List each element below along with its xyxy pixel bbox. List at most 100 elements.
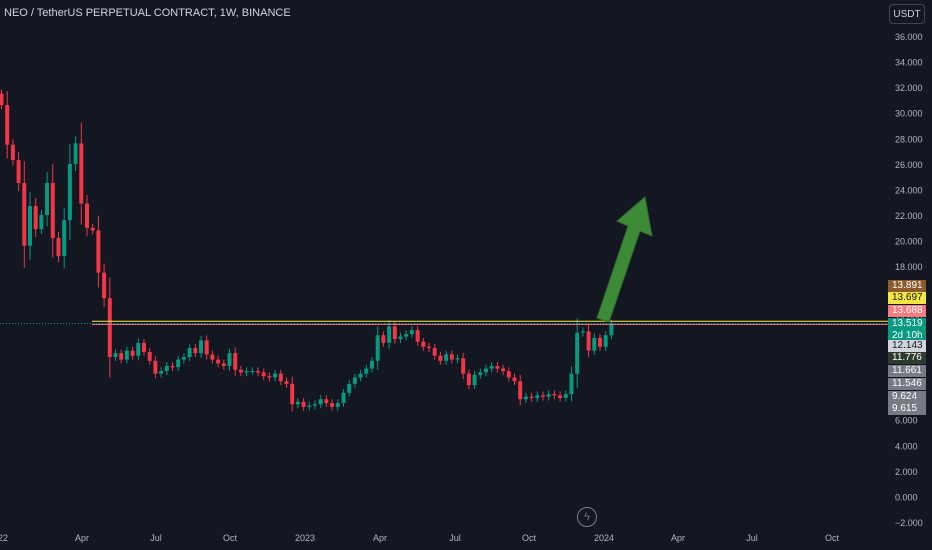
y-tick-label: 18.000 bbox=[895, 262, 923, 272]
x-tick-label: Jul bbox=[746, 533, 758, 543]
candle bbox=[210, 354, 215, 360]
price-tag-value: 11.661 bbox=[892, 365, 922, 376]
candle bbox=[10, 144, 15, 161]
candle bbox=[603, 335, 608, 347]
candle bbox=[449, 354, 454, 360]
candle bbox=[204, 340, 209, 355]
y-tick-label: 32.000 bbox=[895, 83, 923, 93]
candle bbox=[489, 365, 494, 369]
chart-title: NEO / TetherUS PERPETUAL CONTRACT, 1W, B… bbox=[4, 7, 291, 19]
candle bbox=[347, 383, 352, 393]
price-tag-value: 13.688 bbox=[892, 305, 923, 316]
candle bbox=[318, 399, 323, 405]
candle bbox=[341, 392, 346, 404]
y-tick-label: 22.000 bbox=[895, 211, 923, 221]
candle bbox=[45, 183, 50, 216]
candle bbox=[546, 394, 551, 397]
candle bbox=[364, 368, 369, 374]
x-tick-label: Jul bbox=[150, 533, 162, 543]
trend-arrow bbox=[596, 196, 653, 323]
candle bbox=[267, 376, 272, 378]
candle bbox=[39, 215, 44, 230]
candle bbox=[472, 374, 477, 386]
candle bbox=[273, 373, 278, 378]
candle bbox=[142, 342, 146, 352]
candle bbox=[518, 381, 523, 400]
candle bbox=[592, 337, 597, 351]
candle bbox=[56, 238, 61, 256]
candle bbox=[16, 160, 21, 184]
candle bbox=[147, 351, 152, 361]
candle bbox=[284, 381, 289, 384]
candle bbox=[461, 358, 466, 374]
candle bbox=[512, 377, 517, 382]
candle bbox=[96, 230, 101, 273]
candle bbox=[233, 353, 238, 370]
candle bbox=[170, 365, 175, 368]
candle bbox=[33, 206, 38, 230]
candle bbox=[455, 358, 460, 360]
candle bbox=[256, 371, 260, 373]
candle bbox=[541, 395, 545, 397]
currency-button[interactable]: USDT bbox=[889, 4, 925, 24]
candle bbox=[478, 372, 483, 375]
candle bbox=[290, 383, 295, 405]
candle bbox=[558, 395, 563, 398]
price-tag: 11.776 bbox=[888, 352, 926, 364]
candle bbox=[22, 183, 27, 246]
price-tag: 13.891 bbox=[888, 280, 926, 292]
price-tag-value: 13.519 bbox=[892, 318, 923, 329]
candle bbox=[67, 163, 72, 221]
candle bbox=[415, 330, 420, 342]
candle bbox=[261, 372, 266, 377]
candle bbox=[598, 337, 602, 347]
candle bbox=[392, 326, 397, 340]
y-tick-label: 26.000 bbox=[895, 160, 923, 170]
y-tick-label: 0.000 bbox=[895, 492, 918, 502]
candle bbox=[164, 365, 169, 372]
price-tag: 12.143 bbox=[888, 340, 926, 352]
candle bbox=[187, 348, 192, 358]
candle bbox=[193, 348, 198, 354]
y-tick-label: −2.000 bbox=[895, 518, 923, 528]
candle bbox=[330, 403, 335, 407]
candle bbox=[324, 399, 329, 404]
x-tick-label: Apr bbox=[373, 533, 387, 543]
y-tick-label: 6.000 bbox=[895, 416, 918, 426]
candles bbox=[0, 89, 614, 412]
candle bbox=[409, 330, 414, 334]
candle bbox=[227, 353, 232, 366]
candle bbox=[5, 105, 10, 145]
candle bbox=[73, 143, 78, 164]
candle bbox=[85, 203, 89, 228]
x-tick-label: Oct bbox=[825, 533, 840, 543]
x-tick-label: Jul bbox=[449, 533, 461, 543]
candle bbox=[358, 373, 363, 378]
candle bbox=[387, 326, 392, 343]
candle bbox=[580, 331, 585, 333]
y-tick-label: 24.000 bbox=[895, 185, 923, 195]
bolt-icon[interactable]: ϟ bbox=[577, 507, 597, 527]
candle bbox=[404, 333, 409, 337]
price-tag: 13.697 bbox=[888, 292, 926, 304]
candle bbox=[62, 220, 67, 256]
candle bbox=[506, 371, 511, 378]
candle bbox=[563, 394, 568, 398]
y-tick-label: 2.000 bbox=[895, 467, 918, 477]
candle bbox=[124, 350, 129, 360]
candle bbox=[107, 298, 112, 358]
candle bbox=[159, 371, 164, 374]
candle bbox=[28, 206, 32, 246]
x-tick-label: 2024 bbox=[594, 533, 614, 543]
candle bbox=[313, 404, 317, 406]
candle bbox=[535, 395, 540, 398]
candle bbox=[50, 183, 55, 239]
candle bbox=[238, 369, 243, 373]
candle bbox=[90, 227, 95, 231]
price-tag: 13.519 2d 10h bbox=[888, 318, 926, 342]
candle bbox=[466, 373, 471, 386]
candle bbox=[335, 403, 340, 407]
candle bbox=[484, 368, 488, 373]
candle bbox=[495, 365, 500, 369]
